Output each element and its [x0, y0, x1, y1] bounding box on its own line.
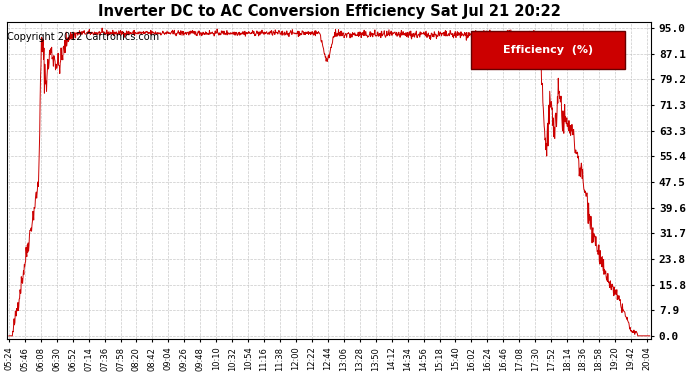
Title: Inverter DC to AC Conversion Efficiency Sat Jul 21 20:22: Inverter DC to AC Conversion Efficiency …: [98, 4, 561, 19]
Text: Copyright 2012 Cartronics.com: Copyright 2012 Cartronics.com: [7, 32, 159, 42]
Text: Efficiency  (%): Efficiency (%): [503, 45, 593, 55]
